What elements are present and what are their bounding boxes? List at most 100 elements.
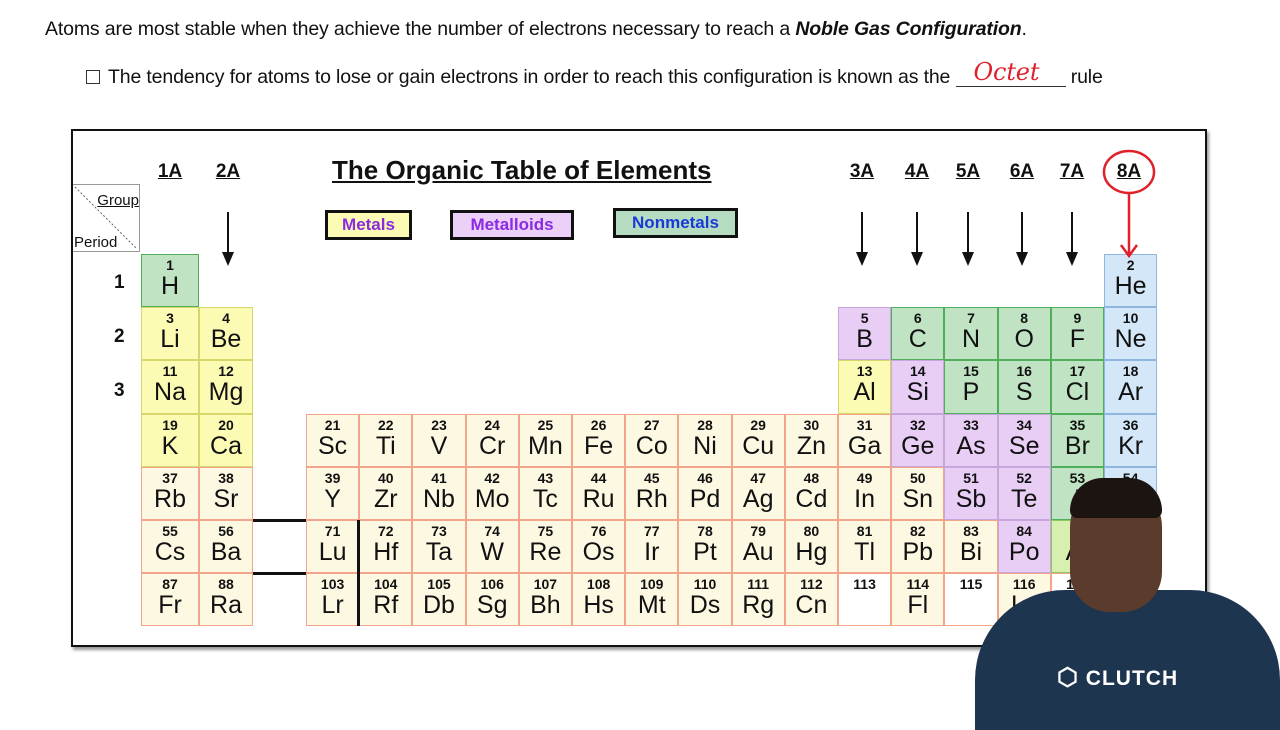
element-Sg[interactable]: 106 Sg (465, 573, 519, 627)
element-Pd[interactable]: 46 Pd (678, 466, 732, 520)
element-Cn[interactable]: 112 Cn (784, 573, 838, 627)
element-Ti[interactable]: 22 Ti (359, 413, 413, 467)
element-Cr[interactable]: 24 Cr (465, 413, 519, 467)
element-In[interactable]: 49 In (838, 466, 892, 520)
element-Ir[interactable]: 77 Ir (625, 520, 679, 574)
element-W[interactable]: 74 W (465, 520, 519, 574)
element-113[interactable]: 113 (838, 573, 892, 627)
element-Bh[interactable]: 107 Bh (518, 573, 572, 627)
element-Ni[interactable]: 28 Ni (678, 413, 732, 467)
element-Cd[interactable]: 48 Cd (784, 466, 838, 520)
element-Ag[interactable]: 47 Ag (731, 466, 785, 520)
element-He[interactable]: 2 He (1104, 254, 1158, 308)
element-Mo[interactable]: 42 Mo (465, 466, 519, 520)
element-Cs[interactable]: 55 Cs (141, 520, 199, 574)
element-Tl[interactable]: 81 Tl (838, 520, 892, 574)
element-Lu[interactable]: 71 Lu (306, 520, 360, 574)
element-Pt[interactable]: 78 Pt (678, 520, 732, 574)
element-Zn[interactable]: 30 Zn (784, 413, 838, 467)
answer-blank: Octet (955, 58, 1066, 87)
element-Ru[interactable]: 44 Ru (572, 466, 626, 520)
element-115[interactable]: 115 (944, 573, 998, 627)
element-Co[interactable]: 27 Co (625, 413, 679, 467)
element-Hf[interactable]: 72 Hf (359, 520, 413, 574)
element-Cl[interactable]: 17 Cl (1050, 360, 1104, 414)
element-Be[interactable]: 4 Be (199, 307, 253, 361)
element-Tc[interactable]: 43 Tc (518, 466, 572, 520)
element-Mg[interactable]: 12 Mg (199, 360, 253, 414)
element-Db[interactable]: 105 Db (412, 573, 466, 627)
element-Ca[interactable]: 20 Ca (199, 413, 253, 467)
element-Au[interactable]: 79 Au (731, 520, 785, 574)
element-Ba[interactable]: 56 Ba (199, 520, 253, 574)
element-Ra[interactable]: 88 Ra (199, 573, 253, 627)
element-Rf[interactable]: 104 Rf (359, 573, 413, 627)
atomic-number: 47 (750, 469, 766, 486)
element-symbol: Mo (474, 484, 510, 513)
element-Li[interactable]: 3 Li (141, 307, 199, 361)
element-S[interactable]: 16 S (997, 360, 1051, 414)
element-Mn[interactable]: 25 Mn (518, 413, 572, 467)
element-Sr[interactable]: 38 Sr (199, 466, 253, 520)
element-Sb[interactable]: 51 Sb (944, 466, 998, 520)
element-Ar[interactable]: 18 Ar (1104, 360, 1158, 414)
element-Pb[interactable]: 82 Pb (891, 520, 945, 574)
element-Lr[interactable]: 103 Lr (306, 573, 360, 627)
element-V[interactable]: 23 V (412, 413, 466, 467)
element-Te[interactable]: 52 Te (997, 466, 1051, 520)
element-symbol: Kr (1118, 431, 1144, 460)
element-Hs[interactable]: 108 Hs (572, 573, 626, 627)
presenter-hair (1070, 478, 1162, 518)
element-Nb[interactable]: 41 Nb (412, 466, 466, 520)
atomic-number: 3 (166, 310, 174, 327)
element-Si[interactable]: 14 Si (891, 360, 945, 414)
element-Kr[interactable]: 36 Kr (1104, 413, 1158, 467)
element-Ge[interactable]: 32 Ge (891, 413, 945, 467)
element-Bi[interactable]: 83 Bi (944, 520, 998, 574)
element-Sn[interactable]: 50 Sn (891, 466, 945, 520)
element-K[interactable]: 19 K (141, 413, 199, 467)
element-Fe[interactable]: 26 Fe (572, 413, 626, 467)
element-Y[interactable]: 39 Y (306, 466, 360, 520)
atomic-number: 33 (963, 416, 979, 433)
element-Fr[interactable]: 87 Fr (141, 573, 199, 627)
element-Os[interactable]: 76 Os (572, 520, 626, 574)
element-Zr[interactable]: 40 Zr (359, 466, 413, 520)
atomic-number: 12 (218, 363, 234, 380)
element-Rh[interactable]: 45 Rh (625, 466, 679, 520)
element-Ne[interactable]: 10 Ne (1104, 307, 1158, 361)
element-symbol: Po (1008, 538, 1040, 566)
element-Rb[interactable]: 37 Rb (141, 466, 199, 520)
element-Cu[interactable]: 29 Cu (731, 413, 785, 467)
element-Ta[interactable]: 73 Ta (412, 520, 466, 574)
atomic-number: 11 (162, 363, 178, 380)
element-Na[interactable]: 11 Na (141, 360, 199, 414)
element-Hg[interactable]: 80 Hg (784, 520, 838, 574)
group-label-8A: 8A (1116, 161, 1142, 182)
handwritten-answer: Octet (973, 58, 1040, 86)
element-Se[interactable]: 34 Se (997, 413, 1051, 467)
element-P[interactable]: 15 P (944, 360, 998, 414)
element-Re[interactable]: 75 Re (518, 520, 572, 574)
element-Rg[interactable]: 111 Rg (731, 573, 785, 627)
element-Mt[interactable]: 109 Mt (625, 573, 679, 627)
element-As[interactable]: 33 As (944, 413, 998, 467)
atomic-number: 107 (533, 576, 558, 593)
element-Fl[interactable]: 114 Fl (891, 573, 945, 627)
element-Al[interactable]: 13 Al (838, 360, 892, 414)
element-Po[interactable]: 84 Po (997, 520, 1051, 574)
group-period-header: Group Period (73, 184, 140, 252)
element-Sc[interactable]: 21 Sc (306, 413, 360, 467)
element-Ga[interactable]: 31 Ga (838, 413, 892, 467)
atomic-number: 21 (324, 416, 341, 433)
element-Br[interactable]: 35 Br (1050, 413, 1104, 467)
element-Ds[interactable]: 110 Ds (678, 573, 732, 627)
atomic-number: 31 (856, 416, 873, 433)
atomic-number: 48 (803, 469, 820, 486)
